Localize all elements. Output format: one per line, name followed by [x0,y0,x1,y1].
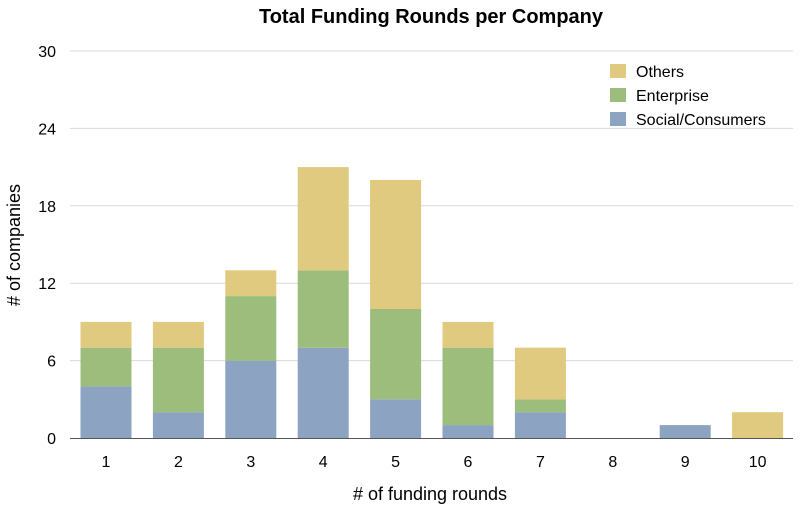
legend-label: Enterprise [636,88,709,105]
x-tick-label: 8 [608,454,617,471]
bar-enterprise-1 [80,347,132,387]
x-tick-label: 6 [464,454,473,471]
x-tick-label: 2 [174,454,183,471]
bar-others-5 [370,180,422,309]
x-tick-label: 10 [749,454,767,471]
bar-others-7 [514,347,566,400]
y-tick-label: 0 [47,431,56,448]
y-tick-label: 12 [38,276,56,293]
bar-social-consumers-2 [152,412,204,438]
x-tick-label: 3 [246,454,255,471]
bar-social-consumers-3 [225,360,277,438]
x-axis-title: # of funding rounds [353,484,507,504]
legend-label: Social/Consumers [636,112,766,129]
bar-social-consumers-5 [370,399,422,438]
legend-swatch-social-consumers [610,112,626,126]
bar-social-consumers-4 [297,347,349,438]
bar-enterprise-7 [514,399,566,413]
bar-others-2 [152,321,204,348]
x-tick-label: 4 [319,454,328,471]
bars [80,167,784,438]
x-tick-labels: 1 2 3 4 5 6 7 8 9 10 [102,454,767,471]
y-tick-label: 30 [38,44,56,61]
bar-others-6 [442,321,494,348]
bar-social-consumers-1 [80,386,132,438]
y-tick-label: 6 [47,354,56,371]
legend-swatch-others [610,64,626,78]
bar-others-4 [297,167,349,271]
bar-others-3 [225,270,277,297]
bar-enterprise-6 [442,347,494,426]
x-tick-label: 5 [391,454,400,471]
x-tick-label: 1 [102,454,111,471]
x-tick-label: 9 [681,454,690,471]
y-axis-title: # of companies [4,184,24,306]
grid-lines [70,50,793,362]
bar-enterprise-3 [225,296,277,361]
bar-social-consumers-9 [659,425,711,438]
bar-others-1 [80,321,132,348]
chart-title: Total Funding Rounds per Company [259,6,604,28]
bar-enterprise-4 [297,270,349,348]
bar-enterprise-2 [152,347,204,413]
legend-swatch-enterprise [610,88,626,102]
y-tick-label: 18 [38,199,56,216]
legend: Others Enterprise Social/Consumers [610,64,766,129]
y-tick-labels: 0 6 12 18 24 30 [38,44,56,448]
bar-others-10 [732,412,784,438]
y-tick-label: 24 [38,121,56,138]
bar-enterprise-5 [370,309,422,400]
bar-social-consumers-7 [514,412,566,438]
x-tick-label: 7 [536,454,545,471]
bar-social-consumers-6 [442,425,494,438]
legend-label: Others [636,64,684,81]
